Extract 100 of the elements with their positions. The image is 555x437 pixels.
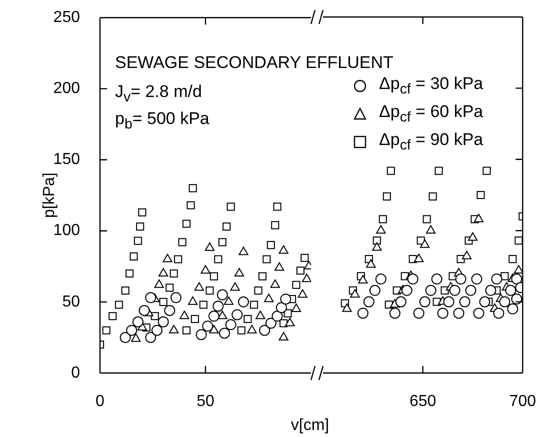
point [102,326,110,334]
point [437,308,448,319]
point [272,310,283,322]
point [420,239,430,248]
point [206,286,214,295]
point [264,294,274,302]
point [395,296,406,308]
point [453,308,464,319]
point [250,300,258,309]
y-tick-label: 250 [53,9,80,26]
point [270,279,280,288]
point [401,284,412,296]
point [162,254,172,262]
point [166,284,174,292]
point [407,274,418,285]
point [202,320,214,332]
point [413,308,424,319]
point [244,314,252,324]
point [505,284,516,296]
point [159,298,168,306]
point [386,166,395,175]
y-tick-label: 0 [71,364,80,382]
x-tick-label: 50 [196,393,214,410]
y-axis-title: p[kPa] [41,172,58,218]
point [232,309,243,320]
point [178,238,186,246]
x-tick-label: 0 [96,393,105,410]
point [426,225,436,234]
y-tick-label: 50 [62,293,80,310]
point [350,289,360,298]
legend-label: Δp$_{cf}$ = 60 kPa [379,102,484,126]
point [199,300,208,309]
point [280,294,292,305]
point [273,202,282,211]
point [186,201,195,210]
point [473,308,484,319]
point [237,326,246,334]
point [190,314,199,324]
point [419,296,430,308]
point [292,280,300,289]
point [188,296,198,305]
point [200,265,210,274]
point [376,225,386,234]
point [493,308,504,319]
point [274,262,284,271]
y-tick-label: 100 [53,222,80,240]
point [298,289,308,298]
point [276,302,287,314]
x-tick-label: 650 [409,393,436,410]
annotation: J$_{v}$= 2.8 m/d [115,82,202,108]
point [114,300,124,309]
point [479,296,490,308]
point [121,286,130,295]
point [265,318,276,329]
point [375,274,386,285]
point [145,292,156,304]
point [358,274,368,284]
point [218,238,226,246]
point [224,296,234,305]
point [471,274,482,285]
point [482,166,491,175]
point [131,333,141,342]
point [182,220,191,228]
point [138,304,150,316]
point [285,318,295,326]
point [126,324,138,336]
point [132,316,144,328]
point [214,255,222,264]
point [378,215,387,224]
point [499,296,510,308]
point [145,332,156,343]
x-tick-label: 700 [509,393,536,410]
point [491,274,502,285]
point [259,324,270,336]
point [514,236,523,245]
point [465,284,476,296]
point [369,284,380,296]
point [372,236,381,245]
point [300,254,309,262]
point [443,296,454,308]
point [154,279,164,288]
point [363,296,374,308]
point [108,312,117,320]
point [414,254,424,262]
point [302,274,311,282]
point [449,284,460,296]
point [222,222,231,231]
point [136,222,144,231]
y-tick-label: 150 [53,151,80,168]
point [216,289,228,300]
point [511,293,522,304]
legend-label: Δp$_{cf}$ = 30 kPa [379,74,484,98]
point [256,310,266,320]
annotation: SEWAGE SECONDARY EFFLUENT [115,53,394,73]
point [485,284,496,296]
point [296,266,304,275]
point [291,304,302,312]
point [476,190,485,200]
point [238,296,249,308]
point [226,202,235,211]
